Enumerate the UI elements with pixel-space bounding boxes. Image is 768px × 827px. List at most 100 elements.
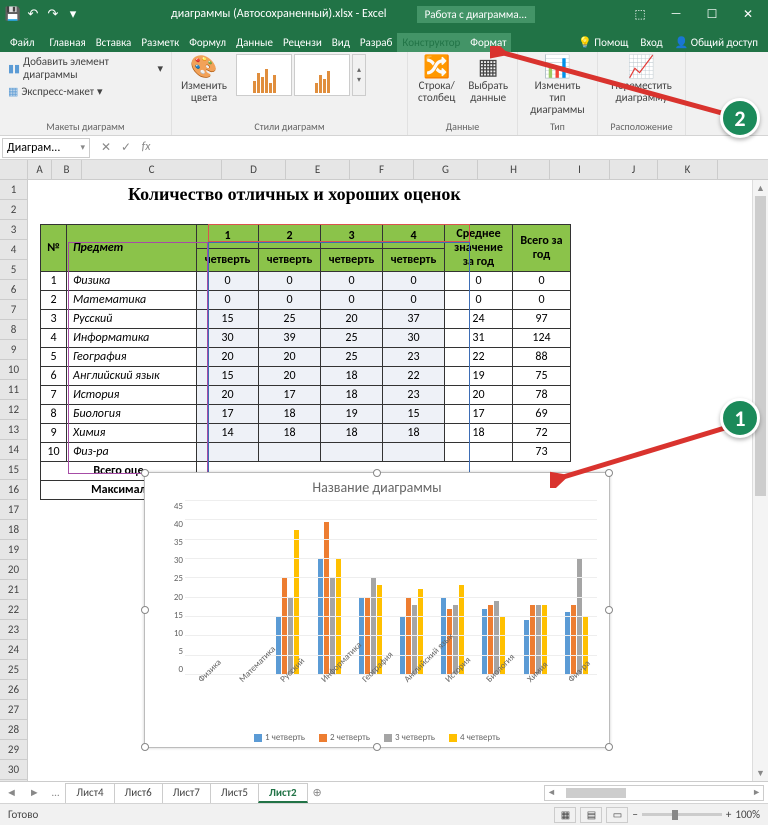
tab-Разметк[interactable]: Разметк [136, 33, 184, 52]
col-header-G[interactable]: G [414, 160, 478, 179]
row-header-16[interactable]: 16 [0, 480, 27, 500]
quick-layout-button[interactable]: ▦Экспресс-макет ▾ [6, 84, 105, 99]
tab-file[interactable]: Файл [0, 33, 45, 52]
name-box[interactable]: Диаграм...▾ [2, 138, 90, 158]
sheet-tab-Лист5[interactable]: Лист5 [210, 783, 259, 803]
row-header-28[interactable]: 28 [0, 720, 27, 740]
sheet-tab-Лист6[interactable]: Лист6 [114, 783, 163, 803]
styles-more-icon[interactable]: ▴▾ [352, 54, 366, 96]
tab-format[interactable]: Формат [465, 33, 511, 52]
enter-formula-icon[interactable]: ✓ [118, 140, 134, 155]
chart-style-2[interactable] [294, 54, 350, 96]
qat-more-icon[interactable]: ▾ [64, 5, 82, 23]
tab-Формул[interactable]: Формул [184, 33, 231, 52]
legend-item[interactable]: 1 четверть [254, 732, 305, 743]
resize-handle[interactable] [605, 743, 613, 751]
row-header-17[interactable]: 17 [0, 500, 27, 520]
row-header-7[interactable]: 7 [0, 300, 27, 320]
row-headers[interactable]: 1234567891011121314151617181920212223242… [0, 160, 28, 781]
tab-signin[interactable]: Вход [634, 33, 668, 52]
sheet-tab-Лист4[interactable]: Лист4 [65, 783, 114, 803]
col-header-I[interactable]: I [550, 160, 610, 179]
chart-plot-area[interactable] [185, 501, 597, 675]
row-header-10[interactable]: 10 [0, 360, 27, 380]
view-layout-icon[interactable]: ▤ [580, 807, 602, 823]
col-header-A[interactable]: A [28, 160, 52, 179]
tab-Вид[interactable]: Вид [327, 33, 355, 52]
resize-handle[interactable] [373, 743, 381, 751]
chart-styles-gallery[interactable]: ▴▾ [236, 54, 366, 96]
row-header-23[interactable]: 23 [0, 620, 27, 640]
change-colors-button[interactable]: 🎨Изменить цвета [178, 54, 230, 106]
row-header-15[interactable]: 15 [0, 460, 27, 480]
row-header-3[interactable]: 3 [0, 220, 27, 240]
view-normal-icon[interactable]: ▦ [554, 807, 576, 823]
zoom-in-icon[interactable]: + [726, 808, 731, 821]
scroll-up-icon[interactable]: ▲ [753, 180, 768, 196]
ribbon-options-icon[interactable]: ⬚ [624, 5, 656, 23]
tab-constructor[interactable]: Конструктор [397, 33, 465, 52]
row-header-26[interactable]: 26 [0, 680, 27, 700]
tab-Разраб[interactable]: Разраб [355, 33, 398, 52]
legend-item[interactable]: 4 четверть [449, 732, 500, 743]
redo-icon[interactable]: ↷ [44, 5, 62, 23]
minimize-icon[interactable]: — [660, 5, 692, 23]
select-all-corner[interactable] [0, 160, 27, 180]
close-icon[interactable]: ✕ [732, 5, 764, 23]
row-header-4[interactable]: 4 [0, 240, 27, 260]
column-headers[interactable]: ABCDEFGHIJK [28, 160, 768, 180]
legend-item[interactable]: 3 четверть [384, 732, 435, 743]
scrollbar-thumb[interactable] [755, 196, 766, 496]
row-header-20[interactable]: 20 [0, 560, 27, 580]
tab-Данные[interactable]: Данные [231, 33, 278, 52]
row-header-18[interactable]: 18 [0, 520, 27, 540]
move-chart-button[interactable]: 📈Переместить диаграмму [604, 54, 679, 106]
maximize-icon[interactable]: ☐ [696, 5, 728, 23]
zoom-slider[interactable] [642, 813, 722, 816]
zoom-out-icon[interactable]: − [632, 808, 637, 821]
vertical-scrollbar[interactable]: ▲ ▼ [752, 180, 768, 781]
chart-object[interactable]: Название диаграммы 454035302520151050 Фи… [144, 472, 610, 748]
col-header-J[interactable]: J [610, 160, 658, 179]
add-sheet-icon[interactable]: ⊕ [307, 784, 328, 801]
col-header-H[interactable]: H [478, 160, 550, 179]
col-header-E[interactable]: E [286, 160, 350, 179]
resize-handle[interactable] [141, 469, 149, 477]
legend-item[interactable]: 2 четверть [319, 732, 370, 743]
resize-handle[interactable] [605, 606, 613, 614]
row-header-19[interactable]: 19 [0, 540, 27, 560]
row-header-5[interactable]: 5 [0, 260, 27, 280]
row-header-25[interactable]: 25 [0, 660, 27, 680]
row-header-6[interactable]: 6 [0, 280, 27, 300]
resize-handle[interactable] [141, 606, 149, 614]
resize-handle[interactable] [141, 743, 149, 751]
sheet-nav-next-icon[interactable]: ► [23, 786, 46, 799]
fx-icon[interactable]: fx [138, 140, 154, 155]
col-header-K[interactable]: K [658, 160, 718, 179]
sheet-nav-more[interactable]: … [46, 786, 66, 799]
scrollbar-thumb[interactable] [566, 788, 626, 798]
row-header-30[interactable]: 30 [0, 760, 27, 780]
col-header-B[interactable]: B [52, 160, 82, 179]
zoom-value[interactable]: 100% [735, 808, 760, 821]
sheet-tab-Лист7[interactable]: Лист7 [162, 783, 211, 803]
tab-Вставка[interactable]: Вставка [91, 33, 137, 52]
row-header-22[interactable]: 22 [0, 600, 27, 620]
row-header-31[interactable]: 31 [0, 780, 27, 781]
add-chart-element-button[interactable]: ▮▮Добавить элемент диаграммы ▾ [6, 54, 165, 82]
row-header-29[interactable]: 29 [0, 740, 27, 760]
change-chart-type-button[interactable]: 📊Изменить тип диаграммы [524, 54, 591, 118]
tab-Главная[interactable]: Главная [45, 33, 91, 52]
row-header-1[interactable]: 1 [0, 180, 27, 200]
undo-icon[interactable]: ↶ [24, 5, 42, 23]
row-header-12[interactable]: 12 [0, 400, 27, 420]
row-header-2[interactable]: 2 [0, 200, 27, 220]
row-header-14[interactable]: 14 [0, 440, 27, 460]
cancel-formula-icon[interactable]: ✕ [98, 140, 114, 155]
tab-share[interactable]: 👤 Общий доступ [669, 33, 764, 52]
col-header-F[interactable]: F [350, 160, 414, 179]
resize-handle[interactable] [373, 469, 381, 477]
row-header-13[interactable]: 13 [0, 420, 27, 440]
tab-help[interactable]: 💡 Помощ [572, 33, 634, 52]
switch-row-col-button[interactable]: 🔀Строка/ столбец [414, 54, 459, 106]
